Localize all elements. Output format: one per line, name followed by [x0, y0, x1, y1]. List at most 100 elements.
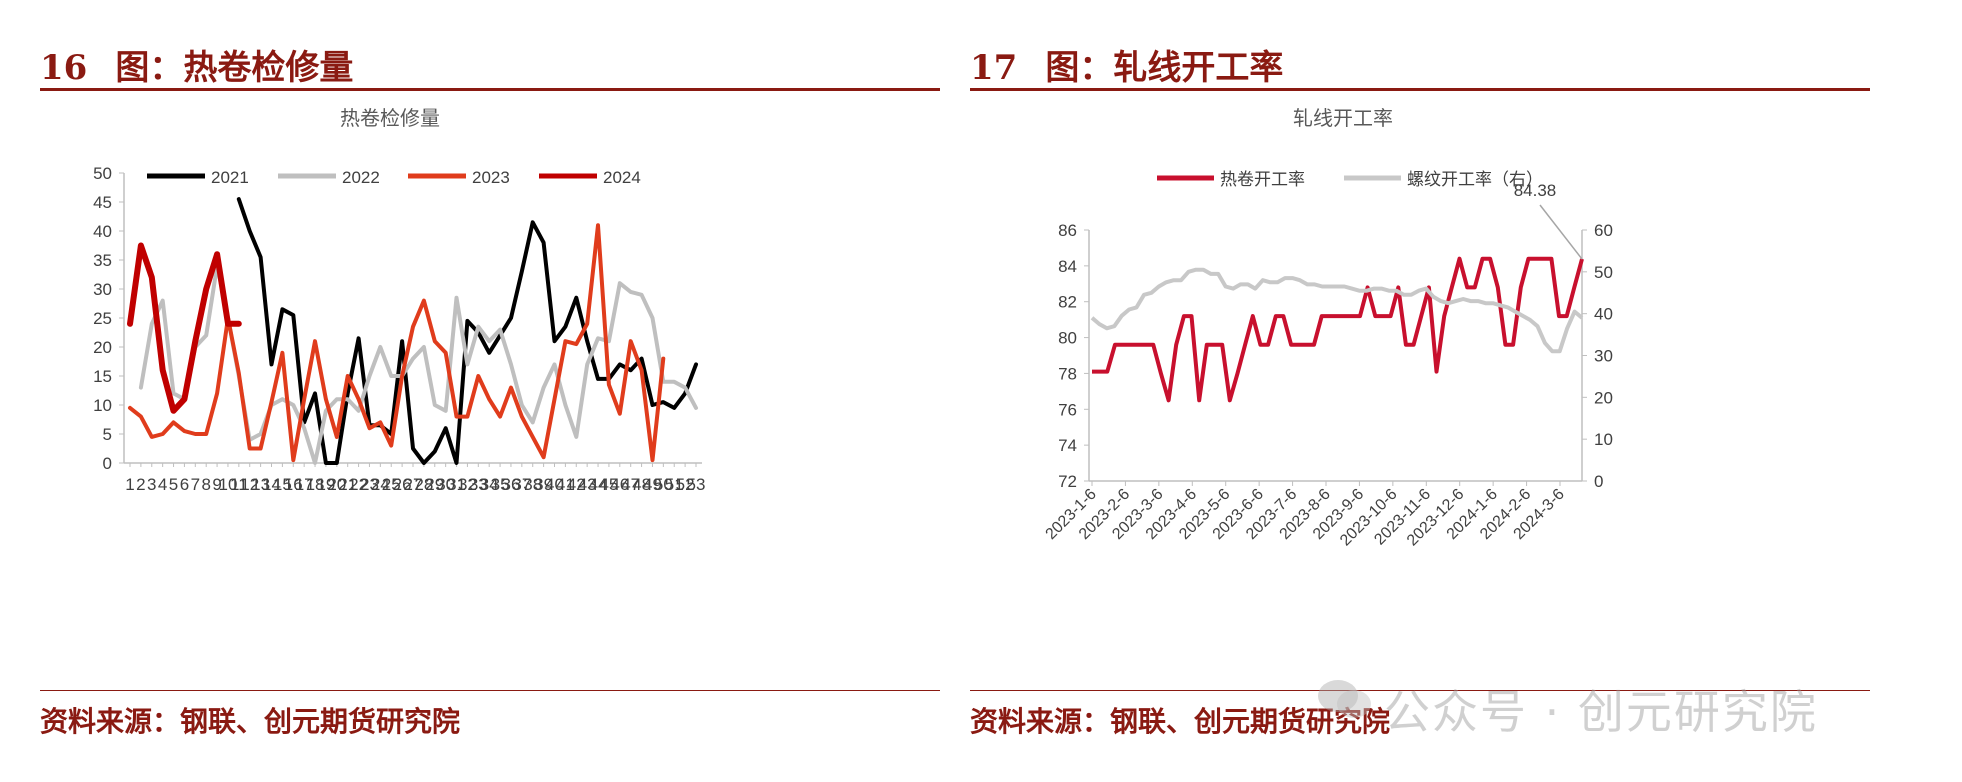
x-tick-label: 14 — [262, 475, 281, 494]
annotation-leader-line — [1539, 204, 1583, 260]
left-source: 资料来源：钢联、创元期货研究院 — [40, 705, 461, 738]
legend-label-hot-coil: 热卷开工率 — [1220, 170, 1305, 189]
chart-title: 热卷检修量 — [340, 107, 440, 130]
x-tick-label: 29 — [425, 475, 444, 494]
x-tick-label: 32 — [458, 475, 477, 494]
x-tick-label: 45 — [599, 475, 618, 494]
left-title-rule — [40, 88, 940, 91]
x-tick-label: 33 — [469, 475, 488, 494]
x-tick-label: 48 — [632, 475, 651, 494]
y-tick-label: 84 — [1058, 257, 1077, 276]
x-tick-label: 28 — [414, 475, 433, 494]
x-tick-label: 47 — [621, 475, 640, 494]
x-tick-label: 13 — [251, 475, 270, 494]
y-tick-label: 74 — [1058, 436, 1077, 455]
x-tick-label: 30 — [436, 475, 455, 494]
series-line-hot-coil — [1092, 256, 1584, 403]
x-tick-label: 16 — [284, 475, 303, 494]
y-tick-label: 20 — [93, 338, 112, 357]
x-tick-label: 40 — [545, 475, 564, 494]
y-tick-label: 82 — [1058, 293, 1077, 312]
x-tick-label: 24 — [371, 475, 390, 494]
x-tick-label: 23 — [360, 475, 379, 494]
x-tick-label: 52 — [676, 475, 695, 494]
right-title-rule — [970, 88, 1870, 91]
y-tick-label: 25 — [93, 309, 112, 328]
x-tick-label: 7 — [191, 475, 200, 494]
x-tick-label: 42 — [567, 475, 586, 494]
x-tick-label: 25 — [382, 475, 401, 494]
y-tick-label: 80 — [1058, 329, 1077, 348]
x-tick-label: 39 — [534, 475, 553, 494]
x-tick-label: 21 — [338, 475, 357, 494]
x-tick-label: 41 — [556, 475, 575, 494]
watermark-text: 公众号 · 创元研究院 — [1384, 685, 1818, 739]
y-tick-label: 72 — [1058, 472, 1077, 491]
series-line-2021 — [236, 197, 698, 465]
right-chart: 轧线开工率 热卷开工率 螺纹开工率（右） 72 74 76 78 80 82 84 86 0 10 20 3… — [970, 105, 1870, 685]
y-tick-label: 40 — [93, 222, 112, 241]
x-tick-label: 27 — [404, 475, 423, 494]
y-tick-label: 30 — [93, 280, 112, 299]
y-tick-label: 50 — [93, 164, 112, 183]
series-line-2024 — [127, 242, 242, 414]
x-tick-label: 12 — [240, 475, 259, 494]
y-tick-label: 5 — [103, 425, 112, 444]
left-source-rule — [40, 690, 940, 691]
right-figure-title: 17 图：轧线开工率 — [970, 40, 1283, 89]
y-tick-label: 76 — [1058, 400, 1077, 419]
legend-label-2023: 2023 — [472, 168, 510, 187]
left-figure-caption: 图：热卷检修量 — [115, 48, 354, 88]
x-tick-label: 50 — [654, 475, 673, 494]
y2-tick-label: 50 — [1594, 263, 1613, 282]
right-source-rule — [970, 690, 1870, 691]
y2-tick-label: 10 — [1594, 430, 1613, 449]
x-tick-label: 8 — [201, 475, 210, 494]
y2-tick-label: 40 — [1594, 305, 1613, 324]
y2-tick-label: 20 — [1594, 388, 1613, 407]
legend-label-2021: 2021 — [211, 168, 249, 187]
x-tick-label: 35 — [491, 475, 510, 494]
left-chart: 热卷检修量 2021 2022 2023 2024 0 5 10 15 20 25 30 35 40 45 5… — [40, 105, 940, 685]
x-tick-label: 10 — [219, 475, 238, 494]
y-tick-label: 35 — [93, 251, 112, 270]
left-figure-number: 16 — [40, 48, 88, 88]
x-tick-label: 53 — [687, 475, 706, 494]
x-tick-label: 5 — [169, 475, 178, 494]
x-tick-label: 1 — [125, 475, 134, 494]
y-tick-label: 45 — [93, 193, 112, 212]
series-line-2023 — [128, 223, 666, 463]
x-tick-label: 15 — [273, 475, 292, 494]
x-tick-label: 26 — [393, 475, 412, 494]
x-tick-label: 37 — [512, 475, 531, 494]
x-tick-label: 38 — [523, 475, 542, 494]
x-tick-label: 36 — [502, 475, 521, 494]
x-tick-label: 20 — [327, 475, 346, 494]
x-tick-label: 17 — [295, 475, 314, 494]
y-tick-label: 0 — [103, 454, 112, 473]
left-figure-title: 16 图：热卷检修量 — [40, 40, 353, 89]
right-figure-number: 17 — [970, 48, 1018, 88]
x-tick-label: 44 — [589, 475, 608, 494]
right-figure-caption: 图：轧线开工率 — [1045, 48, 1284, 88]
x-tick-label: 31 — [447, 475, 466, 494]
y-tick-label: 78 — [1058, 364, 1077, 383]
x-tick-label: 4 — [158, 475, 167, 494]
x-tick-label: 11 — [230, 475, 248, 494]
annotation-label: 84.38 — [1514, 181, 1557, 200]
legend-label-2022: 2022 — [342, 168, 380, 187]
legend-label-2024: 2024 — [603, 168, 641, 187]
wechat-logo-icon — [1318, 680, 1371, 718]
legend-label-rebar: 螺纹开工率（右） — [1407, 170, 1543, 189]
x-tick-label: 49 — [643, 475, 662, 494]
chart-title: 轧线开工率 — [1293, 107, 1393, 130]
x-tick-label: 34 — [480, 475, 499, 494]
x-tick-label: 6 — [180, 475, 189, 494]
x-tick-label: 51 — [665, 475, 684, 494]
series-line-rebar — [1090, 267, 1584, 354]
x-tick-label: 46 — [610, 475, 629, 494]
x-tick-label: 43 — [578, 475, 597, 494]
y2-tick-label: 30 — [1594, 347, 1613, 366]
